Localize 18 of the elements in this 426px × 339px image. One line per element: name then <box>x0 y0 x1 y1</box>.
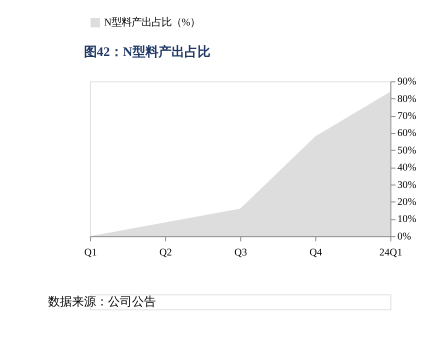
y-tick-label: 40% <box>397 162 417 174</box>
y-tick-label: 80% <box>397 94 417 105</box>
y-tick-label: 60% <box>397 128 417 140</box>
x-tick-label: Q4 <box>309 247 322 258</box>
legend-label: N型料产出占比（%） <box>104 16 200 29</box>
chart-title: 图42：N型料产出占比 <box>84 44 210 59</box>
y-tick-label: 10% <box>397 214 417 226</box>
y-tick-label: 20% <box>397 197 417 208</box>
y-tick-label: 30% <box>397 180 417 191</box>
source-note: 数据来源：公司公告 <box>48 294 156 309</box>
x-tick-label: 24Q1 <box>379 247 402 258</box>
y-tick-label: 90% <box>397 76 417 88</box>
y-tick-label: 70% <box>397 111 417 122</box>
x-tick-label: Q1 <box>84 247 97 258</box>
y-tick-label: 0% <box>397 231 412 242</box>
x-tick-label: Q3 <box>234 247 247 258</box>
y-tick-label: 50% <box>397 145 417 156</box>
x-tick-label: Q2 <box>159 247 172 258</box>
